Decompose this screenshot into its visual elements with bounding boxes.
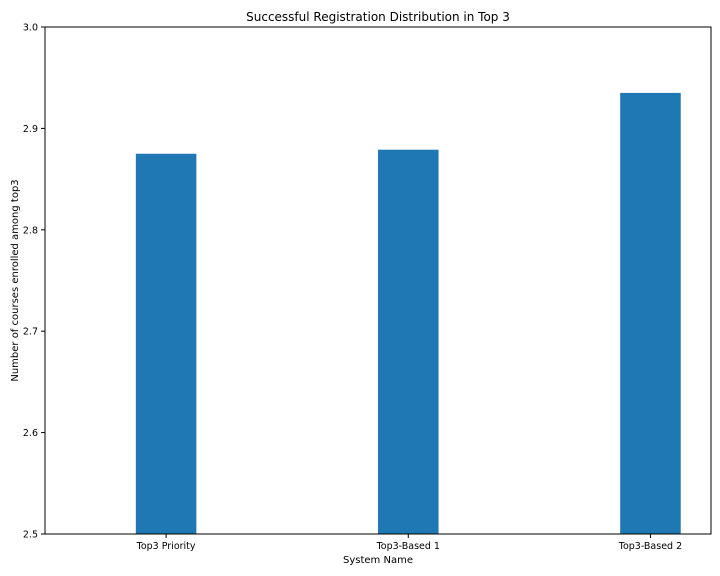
y-tick-label: 2.7 [23, 327, 38, 338]
y-tick-label: 2.8 [23, 225, 38, 236]
x-axis-label: System Name [343, 555, 413, 566]
y-tick-label: 2.9 [23, 124, 38, 135]
y-tick-label: 2.6 [23, 428, 38, 439]
plot-frame [44, 26, 712, 535]
x-tick-label: Top3-Based 1 [376, 541, 440, 552]
x-tick-label: Top3-Based 2 [618, 541, 682, 552]
y-tick-label: 3.0 [23, 23, 38, 34]
bars-group [135, 92, 681, 534]
y-tick-label: 2.5 [23, 530, 38, 541]
x-tick-label: Top3 Priority [136, 541, 196, 552]
bar-3 [620, 92, 681, 534]
bar-1 [135, 153, 197, 534]
chart-title: Successful Registration Distribution in … [246, 10, 510, 24]
y-axis: 2.5 2.6 2.7 2.8 2.9 3.0 [23, 23, 45, 541]
bar-2 [378, 149, 439, 534]
x-axis: Top3 Priority Top3-Based 1 Top3-Based 2 [136, 534, 682, 552]
y-axis-label: Number of courses enrolled among top3 [10, 179, 21, 381]
